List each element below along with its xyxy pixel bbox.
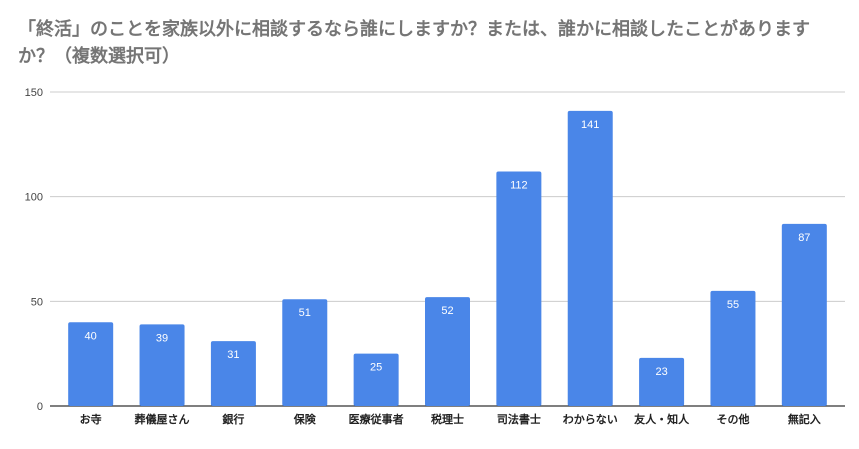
x-tick-label: お寺 bbox=[80, 412, 102, 426]
bar bbox=[425, 297, 470, 406]
x-tick-label: 無記入 bbox=[788, 412, 821, 426]
x-tick-label: 司法書士 bbox=[497, 412, 541, 426]
bar bbox=[210, 341, 256, 406]
x-tick-label: その他 bbox=[716, 412, 749, 426]
bar-value-label: 51 bbox=[299, 307, 311, 319]
bar-value-label: 25 bbox=[370, 362, 382, 374]
bar-value-label: 23 bbox=[655, 366, 667, 378]
x-tick-label: わからない bbox=[563, 413, 618, 426]
bar bbox=[496, 171, 542, 406]
bar bbox=[781, 223, 827, 406]
bar-value-label: 87 bbox=[798, 232, 810, 244]
bar-value-label: 112 bbox=[510, 180, 528, 192]
bar bbox=[139, 324, 185, 406]
bar-value-label: 40 bbox=[85, 330, 97, 342]
bar bbox=[710, 290, 756, 406]
bar-value-label: 39 bbox=[156, 332, 168, 344]
bar bbox=[353, 353, 399, 406]
x-tick-label: 医療従事者 bbox=[349, 412, 404, 426]
bar-value-label: 52 bbox=[441, 305, 453, 317]
x-tick-label: 銀行 bbox=[222, 412, 244, 426]
bar bbox=[567, 110, 613, 406]
bar-value-label: 55 bbox=[727, 299, 739, 311]
bar bbox=[68, 322, 114, 406]
x-tick-label: 税理士 bbox=[431, 412, 464, 426]
bar-value-label: 31 bbox=[227, 349, 239, 361]
chart-title: 「終活」のことを家族以外に相談するなら誰にしますか？または、誰かに相談したことが… bbox=[18, 19, 810, 67]
x-tick-label: 友人・知人 bbox=[634, 412, 690, 426]
bar bbox=[639, 357, 685, 406]
y-tick-label: 0 bbox=[37, 401, 43, 413]
y-tick-label: 50 bbox=[31, 296, 43, 308]
bar-value-label: 141 bbox=[581, 119, 599, 131]
bar bbox=[282, 299, 328, 406]
y-tick-label: 150 bbox=[25, 87, 43, 99]
y-tick-label: 100 bbox=[25, 192, 43, 204]
x-tick-label: 葬儀屋さん bbox=[135, 412, 190, 426]
x-tick-label: 保険 bbox=[293, 412, 317, 426]
